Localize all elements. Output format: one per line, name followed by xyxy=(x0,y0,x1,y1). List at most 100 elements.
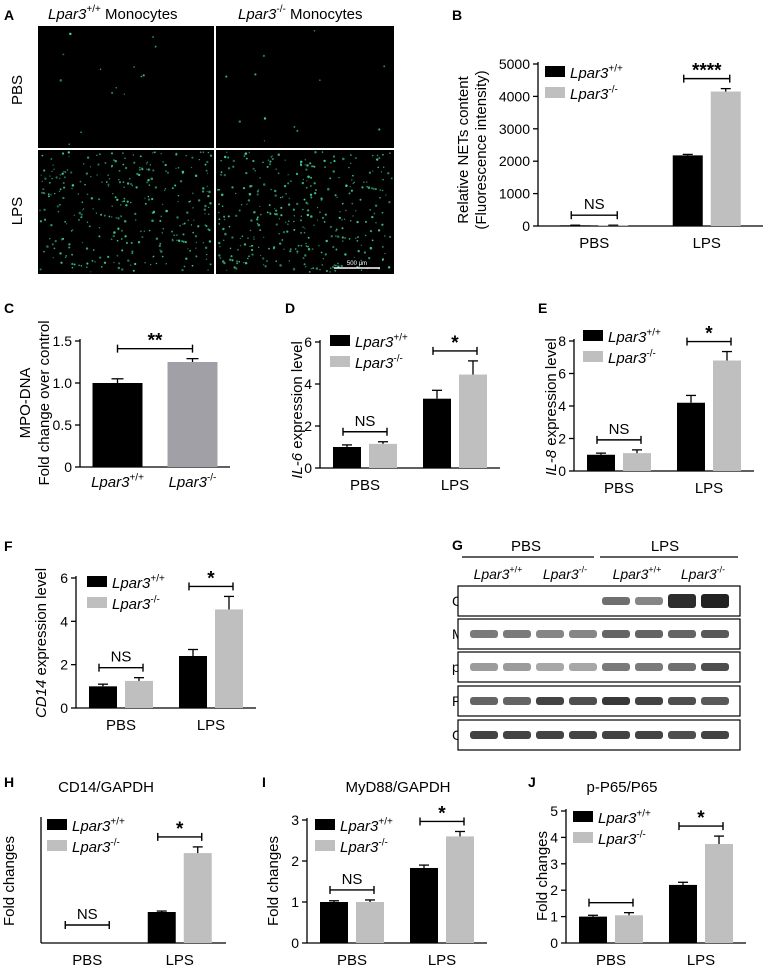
cell-dot xyxy=(98,235,101,238)
cell-dot xyxy=(341,236,344,239)
cell-dot xyxy=(287,223,289,226)
cell-dot xyxy=(184,241,187,244)
cell-dot xyxy=(95,212,98,214)
cell-dot xyxy=(192,192,194,195)
cell-dot xyxy=(351,202,354,205)
cell-dot xyxy=(243,155,246,157)
cell-dot xyxy=(58,190,61,193)
cell-dot xyxy=(247,257,249,260)
cell-dot xyxy=(181,240,184,243)
significance-label: NS xyxy=(584,196,605,213)
bar xyxy=(710,91,741,226)
cell-dot xyxy=(382,153,384,156)
cell-dot xyxy=(88,225,91,228)
blot-lane-label: Lpar3+/+ xyxy=(613,565,662,582)
cell-dot xyxy=(121,229,123,232)
cell-dot xyxy=(175,167,177,170)
cell-dot xyxy=(119,204,122,206)
legend-label: Lpar3+/+ xyxy=(570,63,623,82)
cell-dot xyxy=(363,251,367,254)
cell-dot xyxy=(43,250,45,253)
cell-dot xyxy=(238,120,242,123)
cell-dot xyxy=(80,216,83,219)
panel-letter-c: C xyxy=(4,300,14,316)
cell-dot xyxy=(146,161,149,164)
cell-dot xyxy=(335,230,337,232)
cell-dot xyxy=(290,180,292,183)
cell-dot xyxy=(194,235,198,238)
y-tick-label: 0 xyxy=(64,459,72,475)
legend-label: Lpar3-/- xyxy=(570,84,618,103)
cell-dot xyxy=(182,240,185,243)
blot-band xyxy=(503,630,531,638)
chart-i: I MyD88/GAPDH Fold changes 0 1 2 3 PBS NS LPS * Lpa… xyxy=(262,774,487,969)
x-tick-label: PBS xyxy=(337,952,367,969)
cell-dot xyxy=(78,211,82,215)
legend-swatch xyxy=(583,351,603,362)
cell-dot xyxy=(306,180,308,182)
cell-dot xyxy=(356,239,359,242)
cell-dot xyxy=(351,179,353,181)
cell-dot xyxy=(96,174,98,176)
cell-dot xyxy=(86,193,89,196)
cell-dot xyxy=(202,151,205,154)
cell-dot xyxy=(43,208,46,211)
cell-dot xyxy=(356,220,359,224)
cell-dot xyxy=(54,239,57,243)
cell-dot xyxy=(84,183,86,186)
cell-dot xyxy=(141,167,143,169)
cell-dot xyxy=(160,215,162,217)
x-tick-label: PBS xyxy=(596,952,626,969)
cell-dot xyxy=(334,194,337,197)
cell-dot xyxy=(277,153,281,156)
cell-dot xyxy=(107,183,110,186)
cell-dot xyxy=(110,238,113,241)
cell-dot xyxy=(263,140,265,142)
cell-dot xyxy=(310,215,313,218)
cell-dot xyxy=(145,163,148,165)
cell-dot xyxy=(52,164,54,166)
cell-dot xyxy=(154,186,158,189)
cell-dot xyxy=(304,227,306,229)
cell-dot xyxy=(63,186,66,189)
cell-dot xyxy=(255,218,259,221)
y-axis-label: Fold changes xyxy=(1,836,18,926)
cell-dot xyxy=(375,222,377,224)
cell-dot xyxy=(227,156,230,159)
cell-dot xyxy=(111,91,114,94)
cell-dot xyxy=(126,182,130,185)
cell-dot xyxy=(306,164,309,167)
cell-dot xyxy=(207,213,210,216)
cell-dot xyxy=(151,197,154,201)
cell-dot xyxy=(252,159,255,163)
y-axis-label: IL-8 expression level xyxy=(543,338,560,476)
cell-dot xyxy=(151,219,154,222)
cell-dot xyxy=(53,192,56,195)
cell-dot xyxy=(302,226,304,228)
cell-dot xyxy=(190,166,193,169)
cell-dot xyxy=(99,256,102,259)
cell-dot xyxy=(44,177,47,181)
cell-dot xyxy=(59,252,62,255)
cell-dot xyxy=(353,256,355,259)
cell-dot xyxy=(59,177,61,180)
cell-dot xyxy=(187,248,189,250)
cell-dot xyxy=(124,157,126,159)
cell-dot xyxy=(305,245,308,247)
significance-label: NS xyxy=(342,871,363,888)
cell-dot xyxy=(274,213,277,216)
cell-dot xyxy=(124,235,127,238)
blot-band xyxy=(470,731,498,739)
cell-dot xyxy=(73,263,76,266)
cell-dot xyxy=(260,213,262,216)
cell-dot xyxy=(293,220,295,223)
cell-dot xyxy=(147,178,150,182)
cell-dot xyxy=(341,219,343,221)
cell-dot xyxy=(206,172,209,174)
bar xyxy=(713,360,741,471)
cell-dot xyxy=(353,181,355,184)
cell-dot xyxy=(85,266,88,269)
image-ko-pbs xyxy=(216,26,394,148)
blot-band xyxy=(635,731,663,739)
